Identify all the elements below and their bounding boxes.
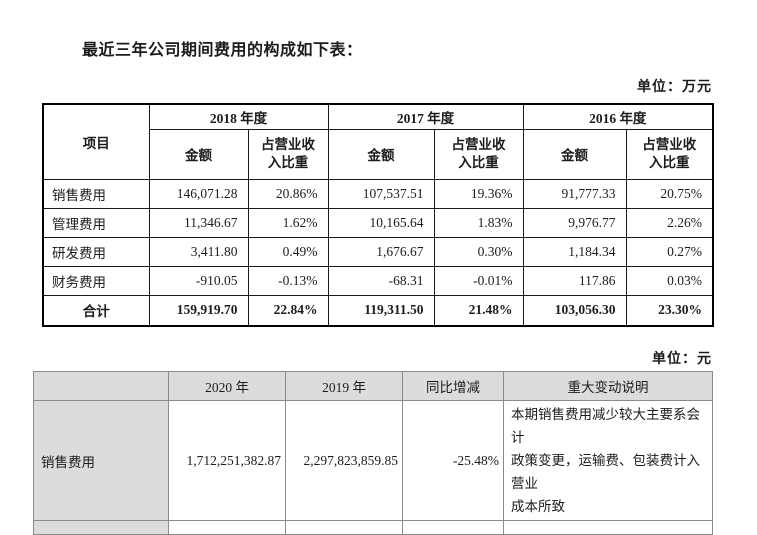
amount-header-cell: 金额 [522, 128, 627, 180]
year-2020-header: 2020 年 [168, 371, 286, 401]
period-expense-table: 项目 2018 年度 2017 年度 2016 年度 金额 占营业收 入比重 金… [42, 103, 714, 327]
table-row: 财务费用 -910.05 -0.13% -68.31 -0.01% 117.86… [42, 265, 714, 296]
amount-cell: 91,777.33 [522, 178, 627, 209]
ratio-cell: 20.75% [625, 178, 714, 209]
amount-cell: 117.86 [522, 265, 627, 296]
amount-cell: 159,919.70 [148, 294, 249, 327]
ratio-cell: 0.03% [625, 265, 714, 296]
ratio-cell: -0.13% [247, 265, 329, 296]
total-label-cell: 合计 [42, 294, 150, 327]
table-row: 销售费用 1,712,251,382.87 2,297,823,859.85 -… [33, 400, 713, 521]
change-note-cell: 本期销售费用减少较大主要系会计 政策变更，运输费、包装费计入营业 成本所致 [503, 400, 713, 521]
unit-label-wan-yuan: 单位：万元 [637, 80, 712, 95]
amount-header-cell: 金额 [148, 128, 249, 180]
expense-name-cell: 销售费用 [33, 400, 169, 521]
intro-title: 最近三年公司期间费用的构成如下表： [82, 42, 363, 59]
yoy-change-cell [402, 520, 504, 535]
sales-expense-change-table: 2020 年 2019 年 同比增减 重大变动说明 销售费用 1,712,251… [33, 371, 713, 535]
expense-name-cell: 财务费用 [42, 265, 150, 296]
ratio-cell: 19.36% [433, 178, 524, 209]
amount-cell [168, 520, 286, 535]
amount-cell: 119,311.50 [327, 294, 435, 327]
revenue-ratio-header-cell: 占营业收 入比重 [247, 128, 329, 180]
amount-cell [285, 520, 403, 535]
ratio-cell: 22.84% [247, 294, 329, 327]
expense-name-cell: 销售费用 [42, 178, 150, 209]
change-note-cell [503, 520, 713, 535]
amount-cell: 107,537.51 [327, 178, 435, 209]
table-row: 管理费用 11,346.67 1.62% 10,165.64 1.83% 9,9… [42, 207, 714, 238]
year-header-2016: 2016 年度 [522, 103, 714, 130]
amount-cell: 103,056.30 [522, 294, 627, 327]
amount-2019-cell: 2,297,823,859.85 [285, 400, 403, 521]
total-row: 合计 159,919.70 22.84% 119,311.50 21.48% 1… [42, 294, 714, 327]
ratio-cell: 20.86% [247, 178, 329, 209]
amount-cell: -68.31 [327, 265, 435, 296]
ratio-cell: 2.26% [625, 207, 714, 238]
year-header-2017: 2017 年度 [327, 103, 524, 130]
ratio-cell: 0.30% [433, 236, 524, 267]
table-row: 销售费用 146,071.28 20.86% 107,537.51 19.36%… [42, 178, 714, 209]
ratio-cell: 1.83% [433, 207, 524, 238]
amount-2020-cell: 1,712,251,382.87 [168, 400, 286, 521]
major-change-note-header: 重大变动说明 [503, 371, 713, 401]
amount-header-cell: 金额 [327, 128, 435, 180]
ratio-cell: 0.27% [625, 236, 714, 267]
ratio-cell: -0.01% [433, 265, 524, 296]
ratio-cell: 0.49% [247, 236, 329, 267]
ratio-cell: 21.48% [433, 294, 524, 327]
revenue-ratio-header-cell: 占营业收 入比重 [625, 128, 714, 180]
amount-cell: 11,346.67 [148, 207, 249, 238]
empty-corner-cell [33, 371, 169, 401]
yoy-change-header: 同比增减 [402, 371, 504, 401]
amount-cell: -910.05 [148, 265, 249, 296]
expense-name-cell [33, 520, 169, 535]
amount-cell: 10,165.64 [327, 207, 435, 238]
revenue-ratio-header-cell: 占营业收 入比重 [433, 128, 524, 180]
year-header-2018: 2018 年度 [148, 103, 329, 130]
document-page: { "document": { "intro_text": "最近三年公司期间费… [33, 42, 714, 535]
year-2019-header: 2019 年 [285, 371, 403, 401]
expense-name-cell: 研发费用 [42, 236, 150, 267]
amount-cell: 1,676.67 [327, 236, 435, 267]
expense-name-cell: 管理费用 [42, 207, 150, 238]
table-row: 研发费用 3,411.80 0.49% 1,676.67 0.30% 1,184… [42, 236, 714, 267]
clipped-next-row [33, 520, 713, 535]
yoy-change-cell: -25.48% [402, 400, 504, 521]
amount-cell: 146,071.28 [148, 178, 249, 209]
amount-cell: 1,184.34 [522, 236, 627, 267]
unit-label-yuan: 单位：元 [652, 352, 712, 367]
item-header-cell: 项目 [42, 103, 150, 180]
amount-cell: 9,976.77 [522, 207, 627, 238]
amount-cell: 3,411.80 [148, 236, 249, 267]
ratio-cell: 1.62% [247, 207, 329, 238]
ratio-cell: 23.30% [625, 294, 714, 327]
